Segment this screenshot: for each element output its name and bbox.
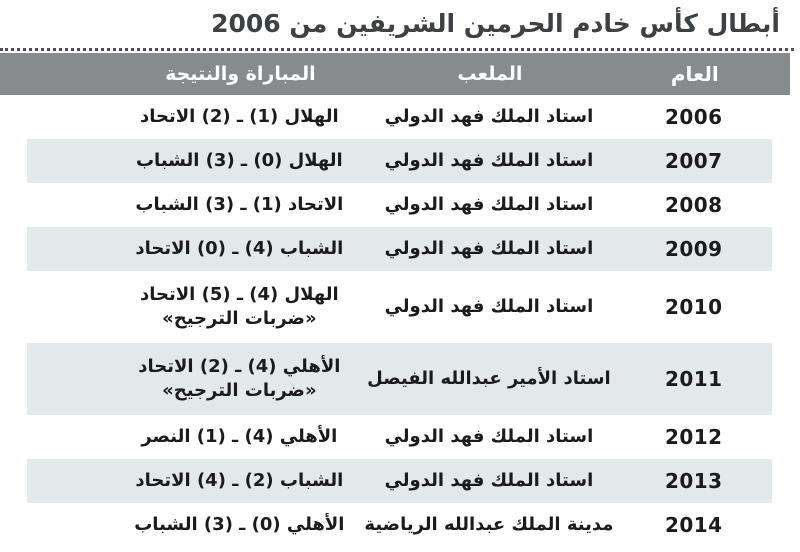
match-cell: الشباب (2) ـ (4) الاتحاد	[116, 469, 362, 493]
penalty-note: «ضربات الترجيح»	[162, 380, 317, 402]
match-cell: الأهلي (4) ـ (2) الاتحاد «ضربات الترجيح»	[116, 355, 362, 404]
column-header-match: المباراة والنتيجة	[165, 63, 316, 86]
table-row-2014: 2014 مدينة الملك عبدالله الرياضية الأهلي…	[27, 503, 772, 547]
year-cell: 2009	[664, 236, 723, 261]
stadium-cell: استاد الأمير عبدالله الفيصل	[367, 368, 611, 390]
year-cell: 2013	[664, 468, 723, 493]
table-row-2010: 2010 استاد الملك فهد الدولي الهلال (4) ـ…	[27, 271, 772, 343]
table-row-2006: 2006 استاد الملك فهد الدولي الهلال (1) ـ…	[27, 95, 772, 139]
stadium-cell: استاد الملك فهد الدولي	[384, 470, 594, 492]
year-cell: 2014	[664, 512, 723, 537]
year-cell: 2011	[664, 366, 723, 391]
match-result: الهلال (1) ـ (2) الاتحاد	[140, 106, 339, 128]
match-cell: الأهلي (0) ـ (3) الشباب	[116, 513, 362, 537]
match-result: الأهلي (4) ـ (2) الاتحاد	[138, 355, 341, 377]
table-row-2011: 2011 استاد الأمير عبدالله الفيصل الأهلي …	[27, 343, 772, 416]
match-cell: الهلال (0) ـ (3) الشباب	[116, 149, 362, 173]
match-result: الشباب (4) ـ (0) الاتحاد	[135, 238, 344, 260]
year-cell: 2008	[664, 192, 723, 217]
match-result: الهلال (4) ـ (5) الاتحاد	[140, 283, 339, 305]
stadium-cell: استاد الملك فهد الدولي	[384, 426, 594, 448]
table-row-2009: 2009 استاد الملك فهد الدولي الشباب (4) ـ…	[27, 227, 772, 272]
table-header-row: العام الملعب المباراة والنتيجة	[0, 53, 790, 96]
match-cell: الهلال (1) ـ (2) الاتحاد	[116, 105, 362, 129]
stadium-cell: استاد الملك فهد الدولي	[384, 106, 594, 128]
match-result: الأهلي (4) ـ (1) النصر	[141, 426, 338, 448]
stadium-cell: مدينة الملك عبدالله الرياضية	[364, 514, 614, 536]
stadium-cell: استاد الملك فهد الدولي	[384, 296, 594, 318]
match-cell: الاتحاد (1) ـ (3) الشباب	[116, 193, 362, 217]
match-cell: الشباب (4) ـ (0) الاتحاد	[116, 237, 362, 261]
table-row-2013: 2013 استاد الملك فهد الدولي الشباب (2) ـ…	[27, 459, 772, 504]
column-header-year: العام	[670, 62, 719, 87]
table-row-2008: 2008 استاد الملك فهد الدولي الاتحاد (1) …	[27, 183, 772, 227]
stadium-cell: استاد الملك فهد الدولي	[384, 194, 594, 216]
match-result: الاتحاد (1) ـ (3) الشباب	[135, 194, 344, 216]
year-cell: 2010	[664, 294, 723, 319]
match-cell: الهلال (4) ـ (5) الاتحاد «ضربات الترجيح»	[116, 283, 362, 332]
column-header-stadium: الملعب	[457, 63, 523, 86]
table-row-2012: 2012 استاد الملك فهد الدولي الأهلي (4) ـ…	[27, 415, 772, 459]
year-cell: 2012	[664, 424, 723, 449]
match-result: الهلال (0) ـ (3) الشباب	[135, 150, 343, 172]
year-cell: 2007	[664, 148, 723, 173]
page-title: أبطال كأس خادم الحرمين الشريفين من 2006	[211, 9, 780, 38]
match-result: الشباب (2) ـ (4) الاتحاد	[135, 470, 344, 492]
year-cell: 2006	[664, 104, 723, 129]
table-body: 2006 استاد الملك فهد الدولي الهلال (1) ـ…	[27, 95, 772, 547]
stadium-cell: استاد الملك فهد الدولي	[384, 238, 594, 260]
table-row-2007: 2007 استاد الملك فهد الدولي الهلال (0) ـ…	[27, 139, 772, 184]
dotted-divider	[0, 48, 794, 52]
penalty-note: «ضربات الترجيح»	[162, 308, 317, 330]
match-result: الأهلي (0) ـ (3) الشباب	[134, 514, 345, 536]
stadium-cell: استاد الملك فهد الدولي	[384, 150, 594, 172]
match-cell: الأهلي (4) ـ (1) النصر	[116, 425, 362, 449]
